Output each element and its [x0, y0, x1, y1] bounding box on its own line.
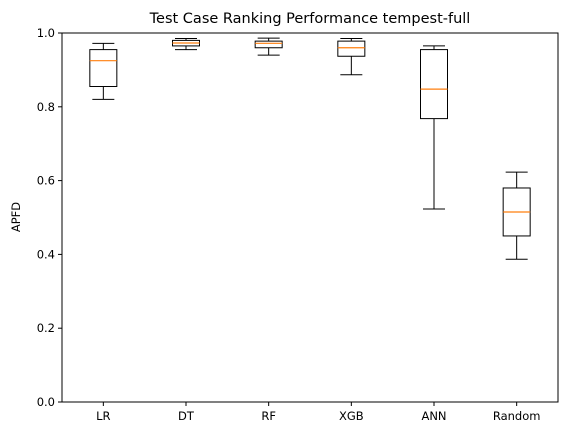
box-lr: [90, 50, 117, 87]
box-rf: [255, 41, 282, 48]
box-xgb: [338, 41, 365, 56]
x-tick-label-ann: ANN: [421, 409, 446, 423]
x-tick-label-dt: DT: [178, 409, 195, 423]
box-ann: [421, 50, 448, 119]
chart-title: Test Case Ranking Performance tempest-fu…: [149, 11, 471, 27]
y-tick-label-4: 0.8: [37, 100, 55, 114]
x-tick-label-lr: LR: [96, 409, 110, 423]
x-tick-label-random: Random: [493, 409, 541, 423]
axes-frame: [62, 33, 558, 402]
plot-area: 0.0 0.2 0.4 0.6 0.8 1.0 LR DT RF XGB ANN Random: [37, 26, 541, 423]
y-tick-label-0: 0.0: [37, 395, 55, 409]
y-axis-label: APFD: [9, 202, 23, 232]
y-tick-label-5: 1.0: [37, 26, 55, 40]
x-tick-label-xgb: XGB: [339, 409, 364, 423]
y-tick-label-2: 0.4: [37, 247, 55, 261]
y-tick-label-1: 0.2: [37, 321, 55, 335]
x-tick-label-rf: RF: [261, 409, 276, 423]
y-tick-label-3: 0.6: [37, 174, 55, 188]
